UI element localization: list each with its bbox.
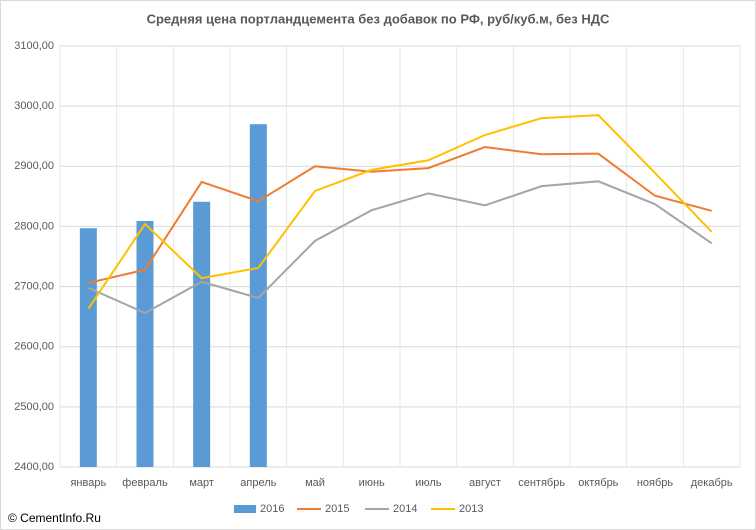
legend-label: 2013 <box>459 503 483 515</box>
x-tick-label: май <box>305 477 325 489</box>
y-tick-label: 2500,00 <box>14 401 54 413</box>
legend-swatch <box>234 505 256 513</box>
bar <box>193 201 211 467</box>
x-tick-label: сентябрь <box>518 477 565 489</box>
x-tick-label: ноябрь <box>637 477 674 489</box>
line <box>87 180 713 315</box>
x-tick-label: июль <box>415 477 442 489</box>
x-tick-label: июнь <box>359 477 385 489</box>
chart-title: Средняя цена портландцемента без добавок… <box>147 11 610 26</box>
bar <box>136 221 154 467</box>
y-tick-label: 2700,00 <box>14 280 54 292</box>
x-tick-label: апрель <box>240 477 276 489</box>
line <box>87 114 713 310</box>
y-tick-label: 2900,00 <box>14 160 54 172</box>
x-tick-label: январь <box>70 477 106 489</box>
bar <box>249 124 267 467</box>
y-tick-label: 2600,00 <box>14 341 54 353</box>
legend-label: 2016 <box>260 503 284 515</box>
copyright: © CementInfo.Ru <box>8 511 101 525</box>
y-tick-label: 2400,00 <box>14 461 54 473</box>
y-tick-label: 3100,00 <box>14 40 54 52</box>
x-tick-label: август <box>469 477 501 489</box>
line <box>88 146 712 284</box>
x-tick-label: февраль <box>122 477 168 489</box>
x-tick-label: март <box>189 477 214 489</box>
y-tick-label: 2800,00 <box>14 220 54 232</box>
bar <box>79 228 97 467</box>
legend-label: 2015 <box>325 503 349 515</box>
y-tick-label: 3000,00 <box>14 100 54 112</box>
x-tick-label: декабрь <box>691 477 733 489</box>
legend-label: 2014 <box>393 503 417 515</box>
x-tick-label: октябрь <box>578 477 618 489</box>
